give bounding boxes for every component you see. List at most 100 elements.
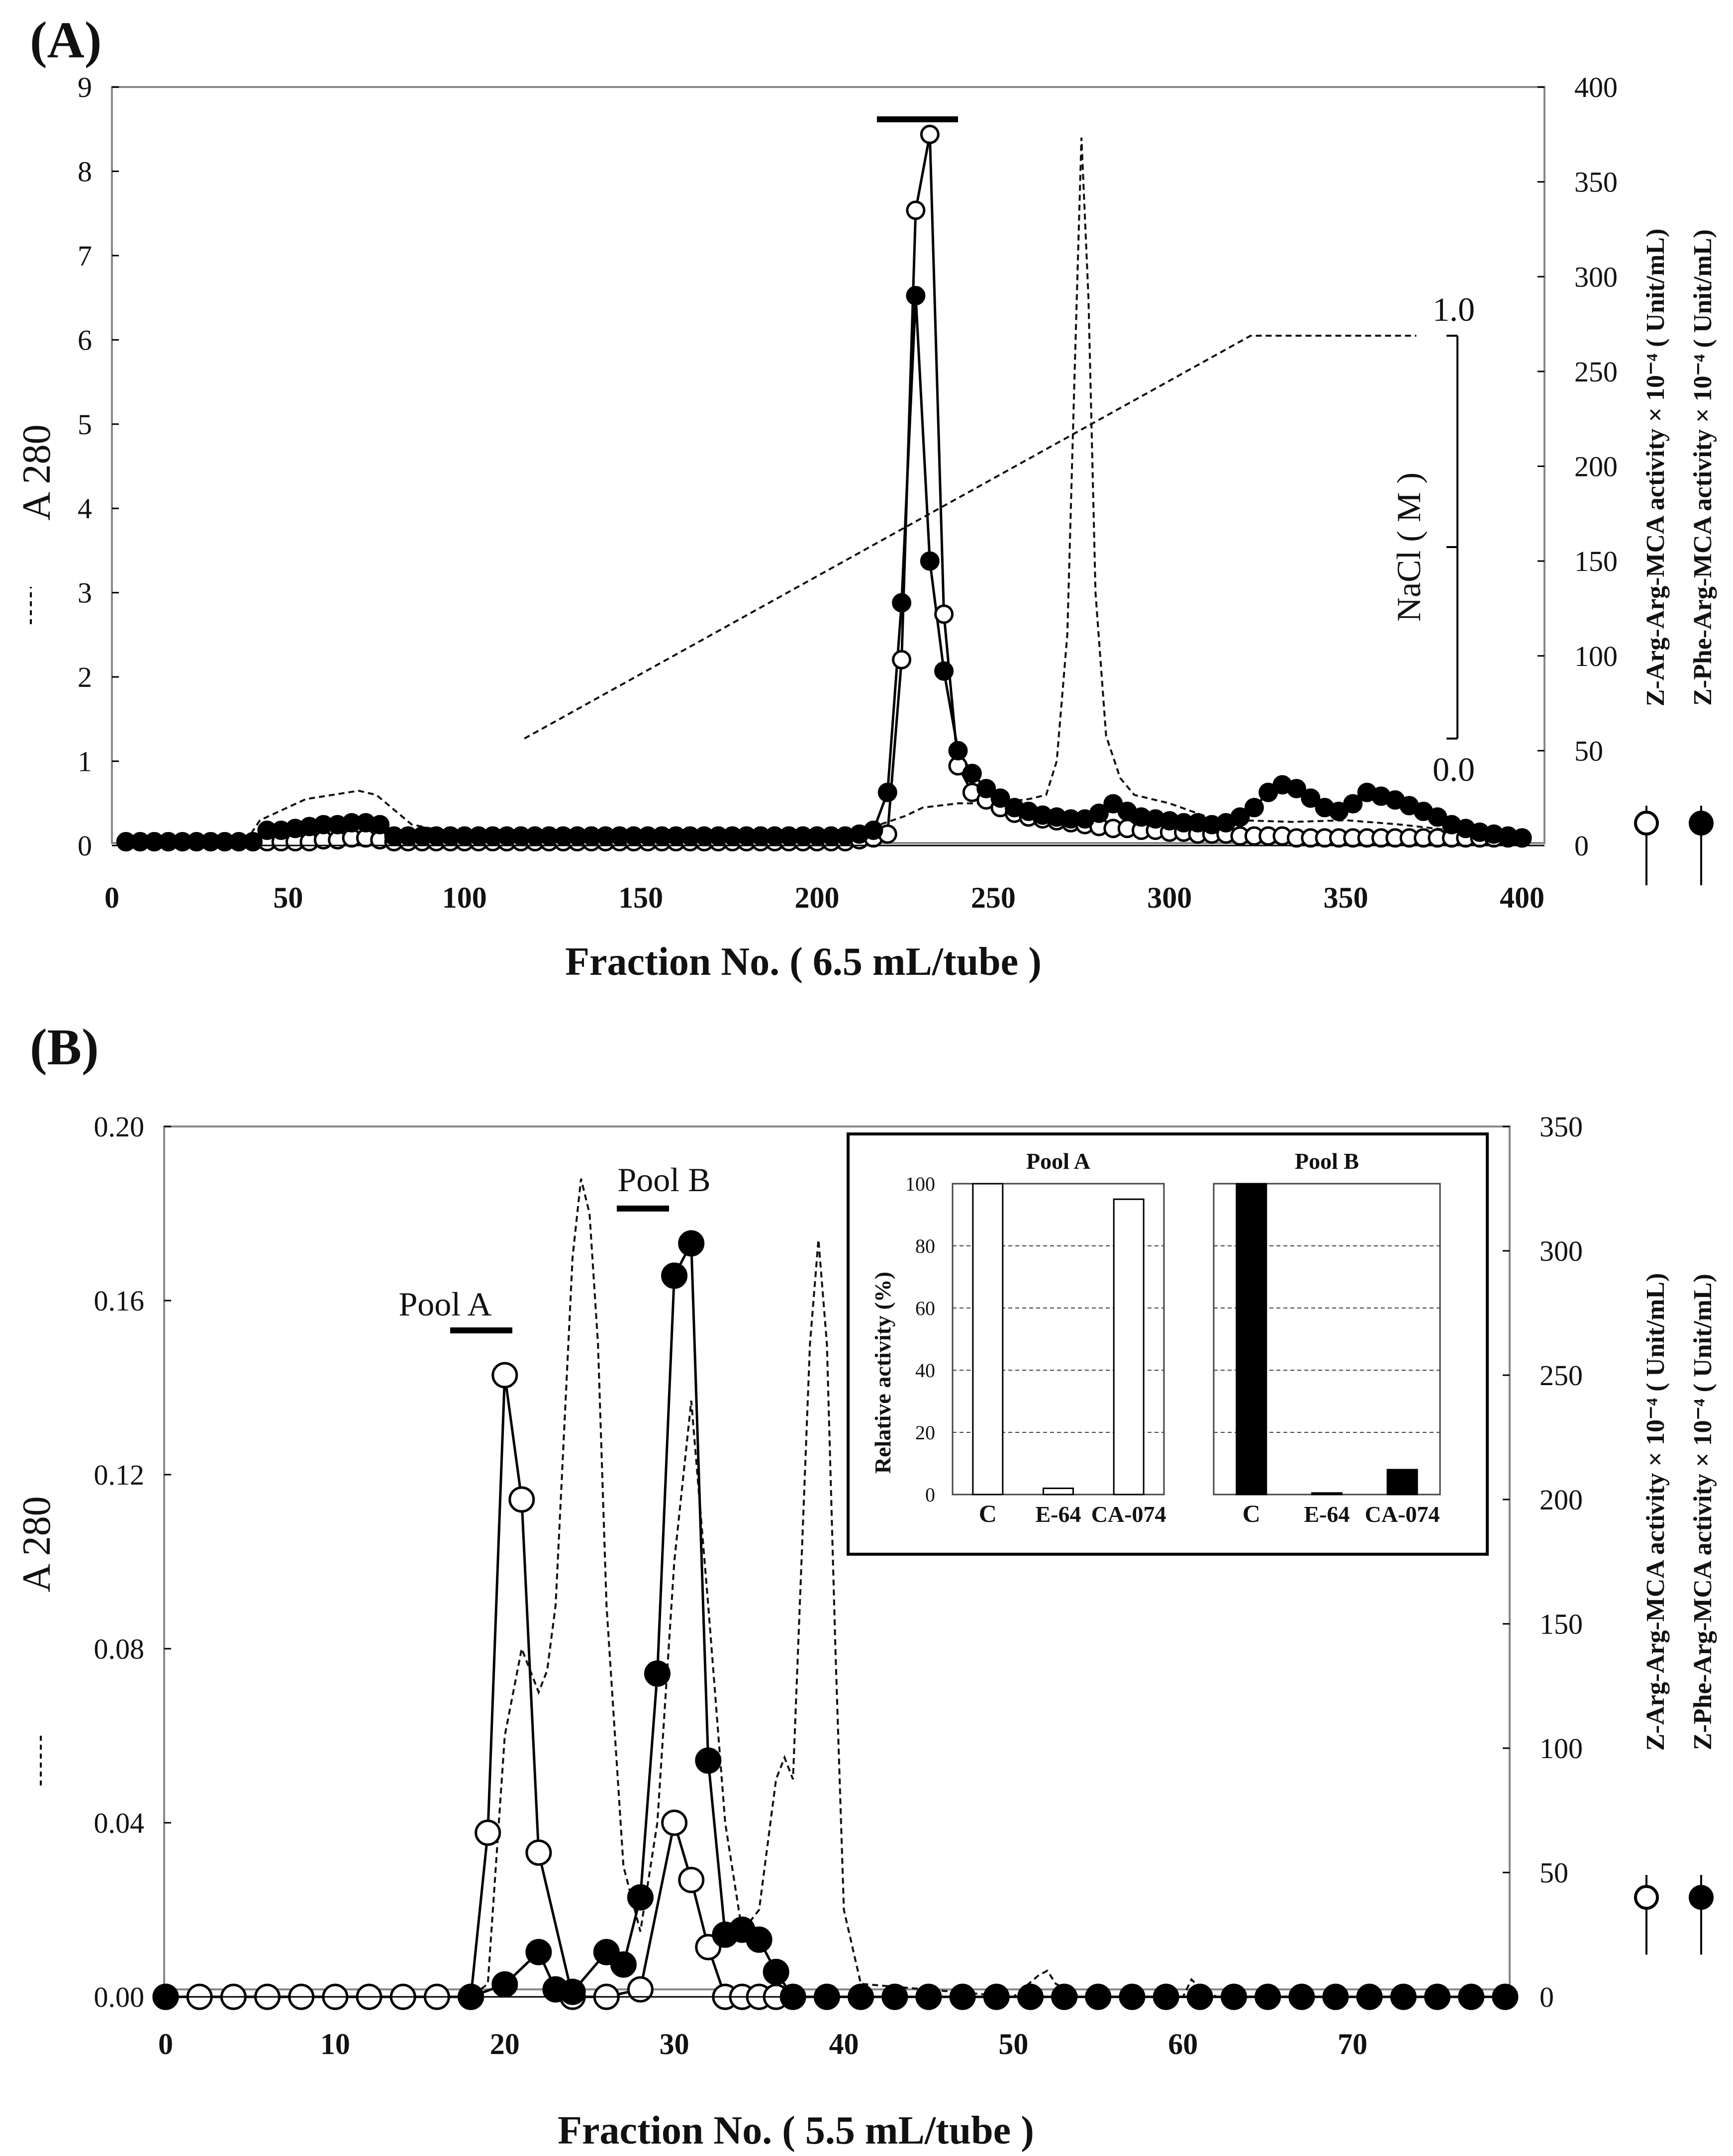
inset-category-label: CA-074 <box>1091 1501 1166 1527</box>
left-y-tick-label: 0.20 <box>94 1111 145 1143</box>
left-y-tick-label: 8 <box>78 155 92 187</box>
x-tick-label: 250 <box>971 881 1016 914</box>
right-y-tick-label: 100 <box>1540 1732 1583 1765</box>
inset-bar <box>1113 1198 1145 1496</box>
arg-arg-data-point <box>525 1839 552 1866</box>
x-tick-label: 350 <box>1324 881 1368 914</box>
left-y-tick-label: 0.04 <box>94 1807 145 1839</box>
left-y-tick-label: 6 <box>78 324 92 356</box>
phe-arg-data-point <box>559 1978 586 2005</box>
panel-a-plot-frame <box>111 86 1545 844</box>
phe-arg-data-point <box>1512 828 1532 848</box>
phe-arg-data-point <box>1286 779 1306 799</box>
panel-a-label: (A) <box>30 11 101 69</box>
arg-arg-data-point <box>508 1486 535 1513</box>
right-y-tick-label: 0 <box>1540 1981 1554 2013</box>
right-y-tick-label: 200 <box>1574 451 1618 483</box>
arg-arg-data-point <box>661 1809 688 1836</box>
phe-arg-data-point <box>1089 803 1109 823</box>
x-tick-label: 30 <box>660 2028 689 2061</box>
left-y-tick-label: 0.08 <box>94 1633 145 1665</box>
arg-arg-data-point <box>906 200 926 220</box>
phe-arg-data-point <box>906 285 926 305</box>
inset-y-tick-label: 0 <box>925 1484 935 1506</box>
phe-arg-data-point <box>661 1262 688 1289</box>
legend-a-filled-circle-icon <box>1689 811 1714 836</box>
arg-arg-data-point <box>475 1819 501 1846</box>
x-tick-label: 150 <box>618 881 663 914</box>
x-tick-label: 400 <box>1500 881 1544 914</box>
arg-arg-data-point <box>934 604 954 624</box>
left-y-tick-label: 2 <box>78 661 92 693</box>
phe-arg-data-point <box>627 1884 654 1911</box>
right-y-tick-label: 100 <box>1574 640 1618 672</box>
x-tick-label: 10 <box>320 2028 350 2061</box>
inset-y-tick-label: 80 <box>915 1235 935 1257</box>
arg-arg-data-point <box>892 650 912 669</box>
inset-subplot-title: Pool A <box>1026 1148 1090 1174</box>
x-tick-label: 300 <box>1147 881 1192 914</box>
right-y-tick-label: 300 <box>1540 1235 1583 1267</box>
x-tick-label: 60 <box>1168 2028 1198 2061</box>
inset-bar <box>1386 1469 1418 1496</box>
right-y-tick-label: 0 <box>1574 830 1589 862</box>
phe-arg-data-point <box>678 1230 705 1257</box>
phe-arg-data-point <box>695 1747 722 1774</box>
open-circle-series-line <box>126 134 1522 843</box>
inset-y-tick-label: 60 <box>915 1297 935 1319</box>
inset-category-label: E-64 <box>1036 1501 1081 1527</box>
panel-a-right-y-label-1: Z-Arg-Arg-MCA activity × 10⁻⁴ ( Unit/mL) <box>1641 229 1670 707</box>
right-y-tick-label: 250 <box>1574 356 1618 388</box>
inset-bar <box>1043 1488 1074 1496</box>
inset-category-label: C <box>979 1500 997 1527</box>
nacl-gradient-line <box>524 335 1417 740</box>
panel-b-right-y-label-1: Z-Arg-Arg-MCA activity × 10⁻⁴ ( Unit/mL) <box>1641 1273 1670 1751</box>
inset-bar <box>1236 1183 1267 1496</box>
phe-arg-data-point <box>920 551 940 571</box>
legend-b-open-circle-icon <box>1634 1885 1659 1910</box>
x-tick-label: 70 <box>1338 2028 1367 2061</box>
phe-arg-data-point <box>763 1959 789 1985</box>
arg-arg-data-point <box>491 1362 518 1389</box>
phe-arg-data-point <box>525 1939 552 1966</box>
right-y-tick-label: 150 <box>1574 545 1618 577</box>
inset-subplot-title: Pool B <box>1295 1148 1359 1174</box>
right-y-tick-label: 300 <box>1574 261 1618 293</box>
phe-arg-data-point <box>746 1926 772 1953</box>
panel-b-x-label: Fraction No. ( 5.5 mL/tube ) <box>558 2109 1034 2153</box>
x-tick-label: 20 <box>490 2028 520 2061</box>
right-y-tick-label: 350 <box>1540 1111 1583 1143</box>
a280-dashed-line <box>166 1178 1522 1998</box>
phe-arg-data-point <box>1343 794 1363 814</box>
right-y-tick-label: 250 <box>1540 1359 1583 1392</box>
right-y-tick-label: 150 <box>1540 1608 1583 1640</box>
panel-a-right-legend: Z-Arg-Arg-MCA activity × 10⁻⁴ ( Unit/mL)… <box>1634 229 1717 885</box>
phe-arg-data-point <box>1230 807 1250 827</box>
pool-b-label: Pool B <box>617 1161 710 1199</box>
panel-a: (A) 0 50 100 150 200 250 300 350 400 0123456789 … <box>15 11 1717 984</box>
phe-arg-data-point <box>370 815 390 835</box>
left-y-tick-label: 3 <box>78 577 92 609</box>
pool-a-label: Pool A <box>398 1285 491 1323</box>
left-y-tick-label: 0.16 <box>94 1285 145 1317</box>
nacl-axis-label: NaCl ( M ) <box>1390 472 1428 622</box>
panel-b: (B) 0 10 20 30 40 50 60 70 0.00 0.04 0.08 0.12 0.16… <box>15 1019 1717 2153</box>
inset-category-label: E-64 <box>1304 1501 1350 1527</box>
nacl-bottom-value: 0.0 <box>1433 750 1475 788</box>
arg-arg-data-point <box>627 1976 654 2003</box>
inset-bar-chart: Relative activity (%) 0 20 40 60 80 100 Pool A… <box>847 1132 1489 1556</box>
phe-arg-data-point <box>1301 788 1321 808</box>
nacl-top-value: 1.0 <box>1433 290 1475 328</box>
left-y-tick-label: 5 <box>78 408 92 441</box>
phe-arg-data-point <box>491 1971 518 1998</box>
panel-b-label: (B) <box>30 1019 99 1076</box>
phe-arg-data-point <box>892 593 912 613</box>
arg-arg-data-point <box>678 1867 705 1893</box>
left-y-tick-label: 0.12 <box>94 1459 145 1491</box>
phe-arg-data-point <box>864 821 883 840</box>
right-y-tick-label: 200 <box>1540 1484 1583 1516</box>
inset-category-label: CA-074 <box>1365 1501 1440 1527</box>
panel-a-right-y-label-2: Z-Phe-Arg-MCA activity × 10⁻⁴ ( Unit/mL) <box>1689 229 1717 706</box>
phe-arg-data-point <box>948 741 968 760</box>
left-y-tick-label: 4 <box>78 492 92 525</box>
